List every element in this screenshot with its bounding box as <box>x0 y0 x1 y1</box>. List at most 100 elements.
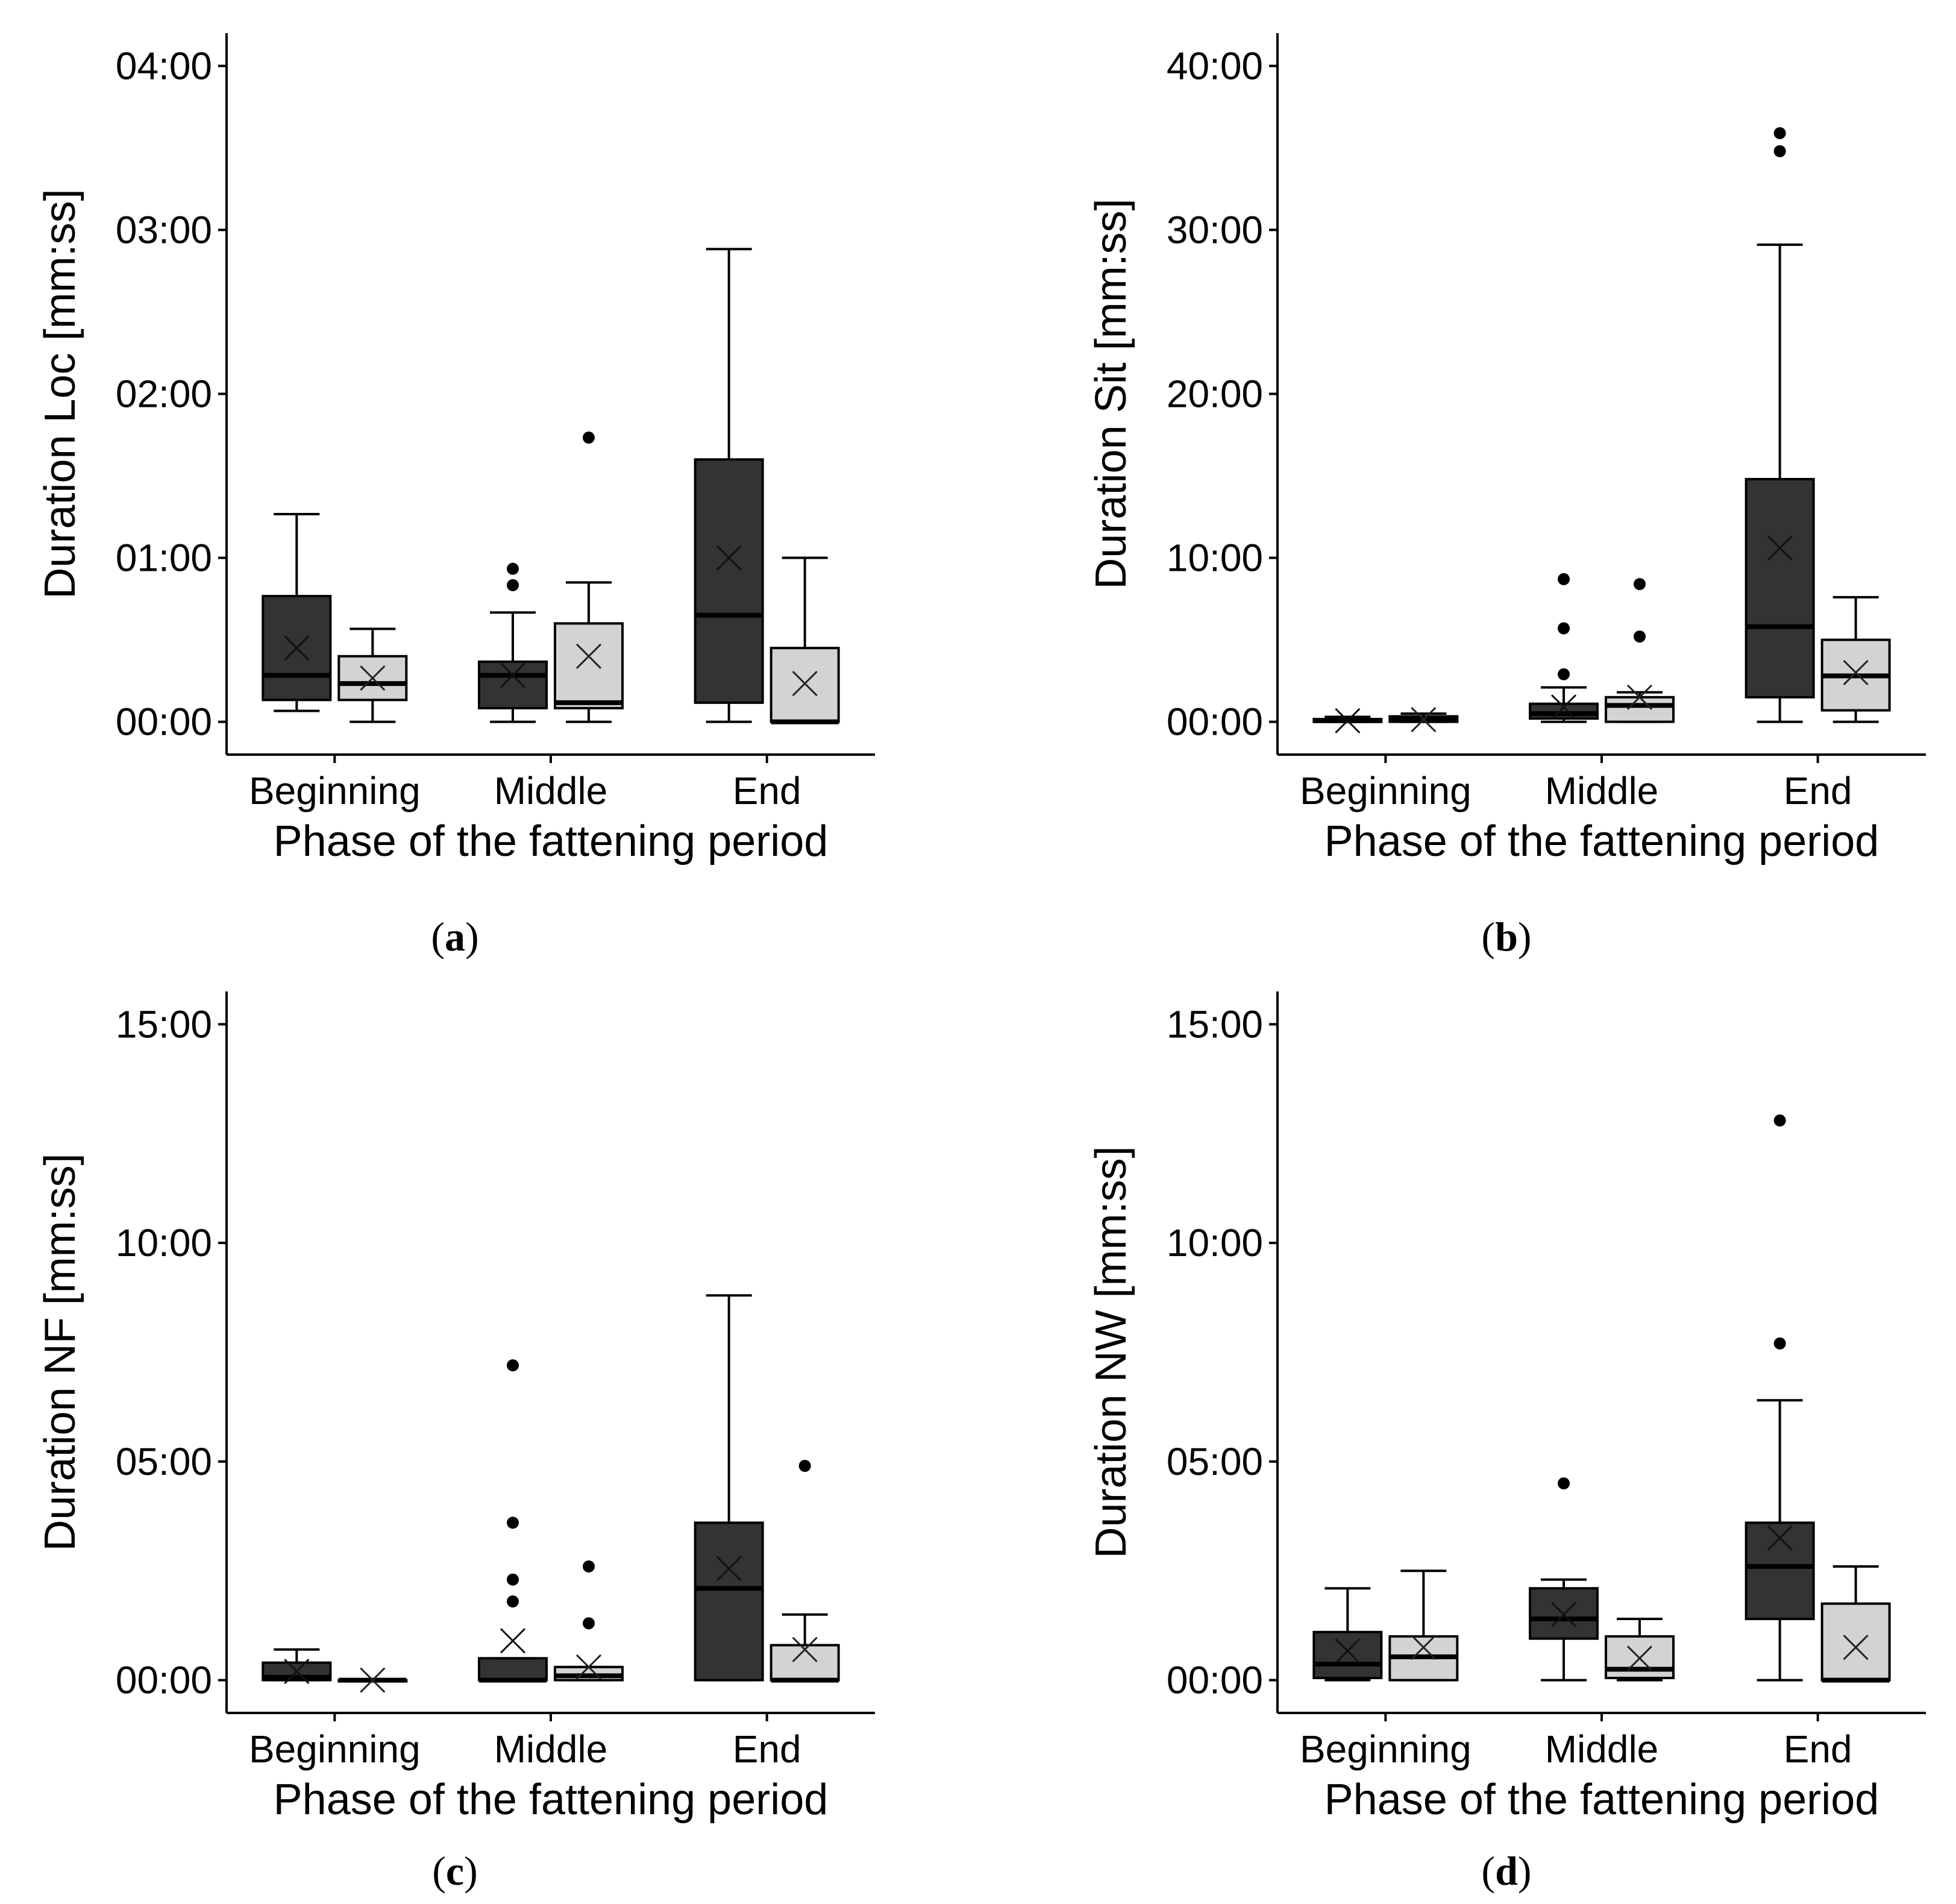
chart-c: 00:00 05:00 10:00 15:00 Beginning Middle End Ph… <box>36 991 875 1824</box>
box-d-end-2 <box>1820 1565 1891 1683</box>
box-d-middle-1 <box>1529 1477 1599 1682</box>
mean-marker <box>360 1667 386 1693</box>
mean-marker <box>1626 684 1653 710</box>
mean-marker <box>284 1659 310 1685</box>
iqr-box <box>1744 477 1815 699</box>
iqr-box <box>1820 1602 1891 1682</box>
box-c-middle-1 <box>478 1359 548 1683</box>
x-tick-label-c: End <box>733 1727 801 1771</box>
chart-b: 00:00 10:00 20:00 30:00 40:00 Beginning Middle… <box>1087 33 1926 866</box>
x-tick-label-a: Middle <box>494 769 608 812</box>
outlier-point <box>1773 1337 1786 1349</box>
x-tick-label-d: End <box>1784 1727 1852 1771</box>
iqr-box <box>478 1657 548 1682</box>
x-tick-label-b: End <box>1784 769 1852 812</box>
box-d-beginning-2 <box>1388 1569 1459 1682</box>
outlier-point <box>507 1573 519 1586</box>
chart-d: 00:00 05:00 10:00 15:00 Beginning Middle End Ph… <box>1087 991 1926 1824</box>
mean-marker <box>1335 708 1361 734</box>
x-tick-label-d: Beginning <box>1300 1727 1472 1771</box>
outlier-point <box>1773 1114 1786 1127</box>
box-a-middle-1 <box>478 562 548 723</box>
box-d-middle-2 <box>1605 1618 1675 1682</box>
mean-marker <box>575 643 602 669</box>
y-tick-label-c: 05:00 <box>116 1440 212 1483</box>
mean-marker <box>1626 1645 1653 1671</box>
caption-c: (c) <box>432 1848 478 1894</box>
mean-marker <box>792 1636 818 1662</box>
mean-marker <box>716 1556 742 1582</box>
outlier-point <box>1558 573 1570 585</box>
x-tick-label-b: Beginning <box>1300 769 1472 812</box>
outlier-point <box>507 562 519 575</box>
box-b-beginning-2 <box>1388 706 1459 733</box>
y-tick-label-a: 00:00 <box>116 700 212 744</box>
box-a-beginning-1 <box>262 513 332 712</box>
y-tick-label-a: 04:00 <box>116 44 212 87</box>
y-tick-label-c: 00:00 <box>116 1659 212 1702</box>
y-axis-title-a: Duration Loc [mm:ss] <box>36 189 84 599</box>
mean-marker <box>500 1628 526 1654</box>
y-tick-label-d: 05:00 <box>1167 1440 1263 1483</box>
x-tick-label-a: End <box>733 769 801 812</box>
outlier-point <box>507 579 519 591</box>
mean-marker <box>575 1654 602 1680</box>
iqr-box <box>1605 696 1675 723</box>
outlier-point <box>1558 1477 1570 1490</box>
y-tick-label-a: 01:00 <box>116 536 212 580</box>
y-tick-label-b: 20:00 <box>1167 372 1263 416</box>
mean-marker <box>1767 1525 1793 1551</box>
box-c-end-2 <box>770 1460 840 1683</box>
x-axis-title-d: Phase of the fattening period <box>1324 1776 1879 1824</box>
box-b-beginning-1 <box>1312 708 1383 734</box>
y-tick-label-d: 00:00 <box>1167 1659 1263 1702</box>
iqr-box <box>478 660 548 709</box>
mean-marker <box>500 662 526 688</box>
mean-marker <box>1843 659 1869 686</box>
y-tick-label-a: 03:00 <box>116 208 212 251</box>
box-c-beginning-1 <box>262 1648 332 1685</box>
y-axis-title-d: Duration NW [mm:ss] <box>1087 1146 1135 1558</box>
mean-marker <box>1767 535 1793 561</box>
outlier-point <box>507 1359 519 1372</box>
y-tick-label-b: 00:00 <box>1167 700 1263 744</box>
y-tick-label-b: 10:00 <box>1167 536 1263 580</box>
box-b-middle-1 <box>1529 573 1599 723</box>
caption-a: (a) <box>431 914 479 960</box>
box-a-middle-2 <box>554 432 624 723</box>
box-d-end-1 <box>1744 1114 1815 1682</box>
outlier-point <box>1558 668 1570 680</box>
x-tick-label-c: Beginning <box>249 1727 421 1771</box>
outlier-point <box>1558 622 1570 635</box>
mean-marker <box>1550 694 1577 720</box>
box-c-beginning-2 <box>337 1667 408 1693</box>
outlier-point <box>583 1617 595 1630</box>
iqr-box <box>694 458 764 704</box>
mean-marker <box>1550 1601 1577 1627</box>
box-c-end-1 <box>694 1294 764 1682</box>
box-d-beginning-1 <box>1312 1587 1383 1682</box>
y-tick-label-c: 10:00 <box>116 1221 212 1265</box>
outlier-point <box>507 1516 519 1529</box>
y-tick-label-a: 02:00 <box>116 372 212 416</box>
mean-marker <box>1335 1638 1361 1664</box>
x-axis-title-b: Phase of the fattening period <box>1324 817 1879 866</box>
chart-a: 00:00 01:00 02:00 03:00 04:00 Beginning Middle… <box>36 33 875 866</box>
y-tick-label-d: 10:00 <box>1167 1221 1263 1265</box>
x-tick-label-c: Middle <box>494 1727 608 1771</box>
y-tick-label-d: 15:00 <box>1167 1002 1263 1046</box>
outlier-point <box>1773 127 1786 139</box>
y-axis-title-b: Duration Sit [mm:ss] <box>1087 198 1135 589</box>
mean-marker <box>1843 1635 1869 1661</box>
mean-marker <box>716 545 742 571</box>
mean-marker <box>1411 706 1437 733</box>
y-tick-label-b: 40:00 <box>1167 44 1263 87</box>
iqr-box <box>694 1521 764 1682</box>
box-b-middle-2 <box>1605 578 1675 723</box>
y-axis-title-c: Duration NF [mm:ss] <box>36 1153 84 1551</box>
outlier-point <box>507 1595 519 1608</box>
x-tick-label-d: Middle <box>1545 1727 1659 1771</box>
outlier-point <box>1773 145 1786 157</box>
box-b-end-2 <box>1820 595 1891 723</box>
outlier-point <box>583 432 595 444</box>
